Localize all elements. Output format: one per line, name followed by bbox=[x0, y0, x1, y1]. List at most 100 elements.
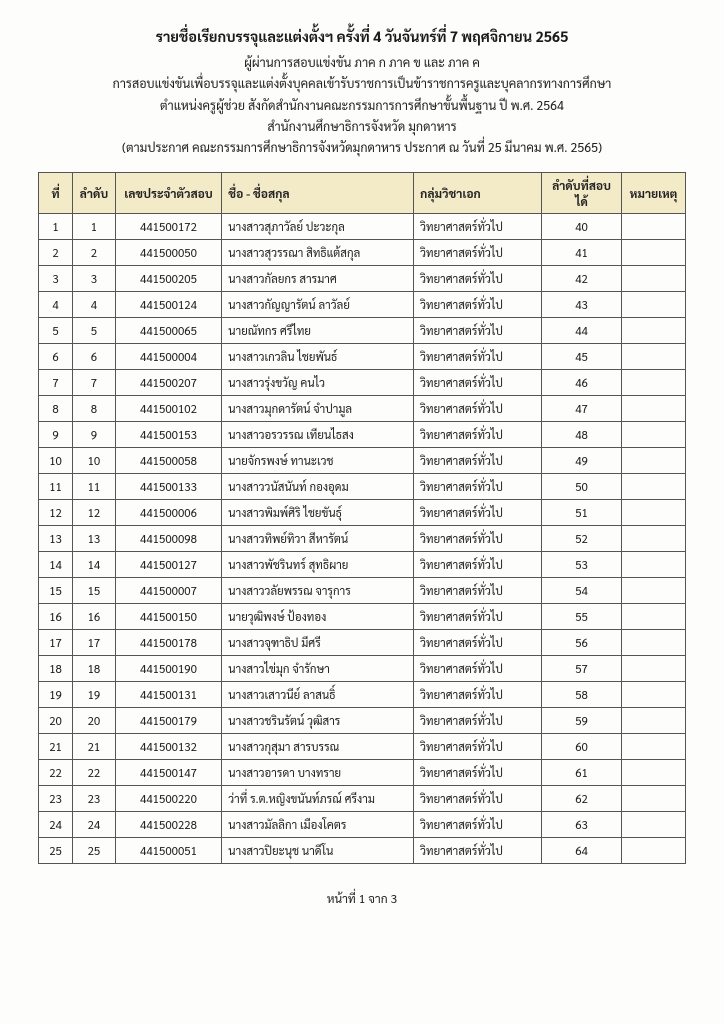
cell-score: 62 bbox=[542, 786, 622, 812]
cell-no: 9 bbox=[39, 422, 73, 448]
cell-note bbox=[622, 422, 686, 448]
cell-name: นางสาวเสาวนีย์ ลาสนธิ์ bbox=[222, 682, 414, 708]
cell-id: 441500127 bbox=[115, 552, 222, 578]
cell-rank: 15 bbox=[73, 578, 116, 604]
cell-note bbox=[622, 708, 686, 734]
subtitle-line: ตำแหน่งครูผู้ช่วย สังกัดสำนักงานคณะกรรมก… bbox=[38, 95, 686, 116]
cell-group: วิทยาศาสตร์ทั่วไป bbox=[414, 422, 542, 448]
cell-name: นายจักรพงษ์ ทานะเวช bbox=[222, 448, 414, 474]
cell-note bbox=[622, 474, 686, 500]
cell-no: 21 bbox=[39, 734, 73, 760]
cell-note bbox=[622, 214, 686, 240]
cell-rank: 24 bbox=[73, 812, 116, 838]
cell-rank: 9 bbox=[73, 422, 116, 448]
cell-no: 15 bbox=[39, 578, 73, 604]
cell-id: 441500098 bbox=[115, 526, 222, 552]
cell-rank: 18 bbox=[73, 656, 116, 682]
cell-group: วิทยาศาสตร์ทั่วไป bbox=[414, 786, 542, 812]
col-header-rank: ลำดับ bbox=[73, 173, 116, 214]
cell-name: นางสาวอรวรรณ เทียนไธสง bbox=[222, 422, 414, 448]
cell-score: 57 bbox=[542, 656, 622, 682]
table-row: 2020441500179นางสาวชรินรัตน์ วุฒิสารวิทย… bbox=[39, 708, 686, 734]
cell-name: นางสาวชรินรัตน์ วุฒิสาร bbox=[222, 708, 414, 734]
cell-name: นายณัทกร ศรีไทย bbox=[222, 318, 414, 344]
cell-rank: 16 bbox=[73, 604, 116, 630]
table-row: 44441500124นางสาวกัญญารัตน์ ลาวัลย์วิทยา… bbox=[39, 292, 686, 318]
cell-group: วิทยาศาสตร์ทั่วไป bbox=[414, 630, 542, 656]
cell-note bbox=[622, 786, 686, 812]
cell-group: วิทยาศาสตร์ทั่วไป bbox=[414, 240, 542, 266]
cell-score: 45 bbox=[542, 344, 622, 370]
cell-score: 43 bbox=[542, 292, 622, 318]
cell-no: 19 bbox=[39, 682, 73, 708]
cell-id: 441500172 bbox=[115, 214, 222, 240]
cell-name: นางสาววนัสนันท์ กองอุดม bbox=[222, 474, 414, 500]
cell-no: 14 bbox=[39, 552, 73, 578]
cell-no: 8 bbox=[39, 396, 73, 422]
cell-name: นางสาวจุฑาธิป มีศรี bbox=[222, 630, 414, 656]
cell-name: นางสาวรุ่งขวัญ คนไว bbox=[222, 370, 414, 396]
cell-rank: 3 bbox=[73, 266, 116, 292]
table-header-row: ที่ ลำดับ เลขประจำตัวสอบ ชื่อ - ชื่อสกุล… bbox=[39, 173, 686, 214]
cell-id: 441500207 bbox=[115, 370, 222, 396]
cell-score: 46 bbox=[542, 370, 622, 396]
table-row: 2121441500132นางสาวกุสุมา สารบรรณวิทยาศา… bbox=[39, 734, 686, 760]
cell-id: 441500004 bbox=[115, 344, 222, 370]
cell-id: 441500006 bbox=[115, 500, 222, 526]
cell-name: นางสาววลัยพรรณ จารุการ bbox=[222, 578, 414, 604]
cell-name: นางสาวพิมพ์ศิริ ไชยขันธุ์ bbox=[222, 500, 414, 526]
cell-no: 11 bbox=[39, 474, 73, 500]
cell-group: วิทยาศาสตร์ทั่วไป bbox=[414, 656, 542, 682]
cell-name: นายวุฒิพงษ์ ป้องทอง bbox=[222, 604, 414, 630]
table-row: 88441500102นางสาวมุกดารัตน์ จำปามูลวิทยา… bbox=[39, 396, 686, 422]
cell-id: 441500050 bbox=[115, 240, 222, 266]
cell-score: 51 bbox=[542, 500, 622, 526]
cell-id: 441500179 bbox=[115, 708, 222, 734]
cell-name: ว่าที่ ร.ต.หญิงขนันท์ภรณ์ ศรีงาม bbox=[222, 786, 414, 812]
cell-note bbox=[622, 500, 686, 526]
cell-no: 24 bbox=[39, 812, 73, 838]
cell-rank: 19 bbox=[73, 682, 116, 708]
cell-rank: 2 bbox=[73, 240, 116, 266]
table-row: 1313441500098นางสาวทิพย์ทิวา สีหารัตน์วิ… bbox=[39, 526, 686, 552]
cell-group: วิทยาศาสตร์ทั่วไป bbox=[414, 708, 542, 734]
cell-name: นางสาวเกวลิน ไชยพันธ์ bbox=[222, 344, 414, 370]
table-row: 1616441500150นายวุฒิพงษ์ ป้องทองวิทยาศาส… bbox=[39, 604, 686, 630]
cell-score: 60 bbox=[542, 734, 622, 760]
cell-note bbox=[622, 552, 686, 578]
cell-score: 59 bbox=[542, 708, 622, 734]
cell-name: นางสาวกัลยกร สารมาศ bbox=[222, 266, 414, 292]
subtitle-line: สำนักงานศึกษาธิการจังหวัด มุกดาหาร bbox=[38, 116, 686, 137]
cell-score: 56 bbox=[542, 630, 622, 656]
cell-note bbox=[622, 630, 686, 656]
cell-no: 23 bbox=[39, 786, 73, 812]
table-row: 1717441500178นางสาวจุฑาธิป มีศรีวิทยาศาส… bbox=[39, 630, 686, 656]
cell-no: 10 bbox=[39, 448, 73, 474]
cell-note bbox=[622, 682, 686, 708]
cell-id: 441500051 bbox=[115, 838, 222, 864]
cell-no: 17 bbox=[39, 630, 73, 656]
cell-no: 7 bbox=[39, 370, 73, 396]
table-row: 99441500153นางสาวอรวรรณ เทียนไธสงวิทยาศา… bbox=[39, 422, 686, 448]
cell-no: 1 bbox=[39, 214, 73, 240]
table-row: 1515441500007นางสาววลัยพรรณ จารุการวิทยา… bbox=[39, 578, 686, 604]
cell-note bbox=[622, 838, 686, 864]
cell-rank: 8 bbox=[73, 396, 116, 422]
col-header-id: เลขประจำตัวสอบ bbox=[115, 173, 222, 214]
cell-id: 441500178 bbox=[115, 630, 222, 656]
cell-score: 42 bbox=[542, 266, 622, 292]
cell-rank: 12 bbox=[73, 500, 116, 526]
cell-score: 48 bbox=[542, 422, 622, 448]
cell-name: นางสาวปิยะนุช นาดีโน bbox=[222, 838, 414, 864]
cell-note bbox=[622, 240, 686, 266]
cell-id: 441500007 bbox=[115, 578, 222, 604]
cell-rank: 23 bbox=[73, 786, 116, 812]
cell-id: 441500102 bbox=[115, 396, 222, 422]
cell-rank: 10 bbox=[73, 448, 116, 474]
cell-group: วิทยาศาสตร์ทั่วไป bbox=[414, 526, 542, 552]
cell-name: นางสาวมัลลิกา เมืองโคตร bbox=[222, 812, 414, 838]
col-header-no: ที่ bbox=[39, 173, 73, 214]
cell-id: 441500150 bbox=[115, 604, 222, 630]
cell-rank: 22 bbox=[73, 760, 116, 786]
table-row: 1919441500131นางสาวเสาวนีย์ ลาสนธิ์วิทยา… bbox=[39, 682, 686, 708]
